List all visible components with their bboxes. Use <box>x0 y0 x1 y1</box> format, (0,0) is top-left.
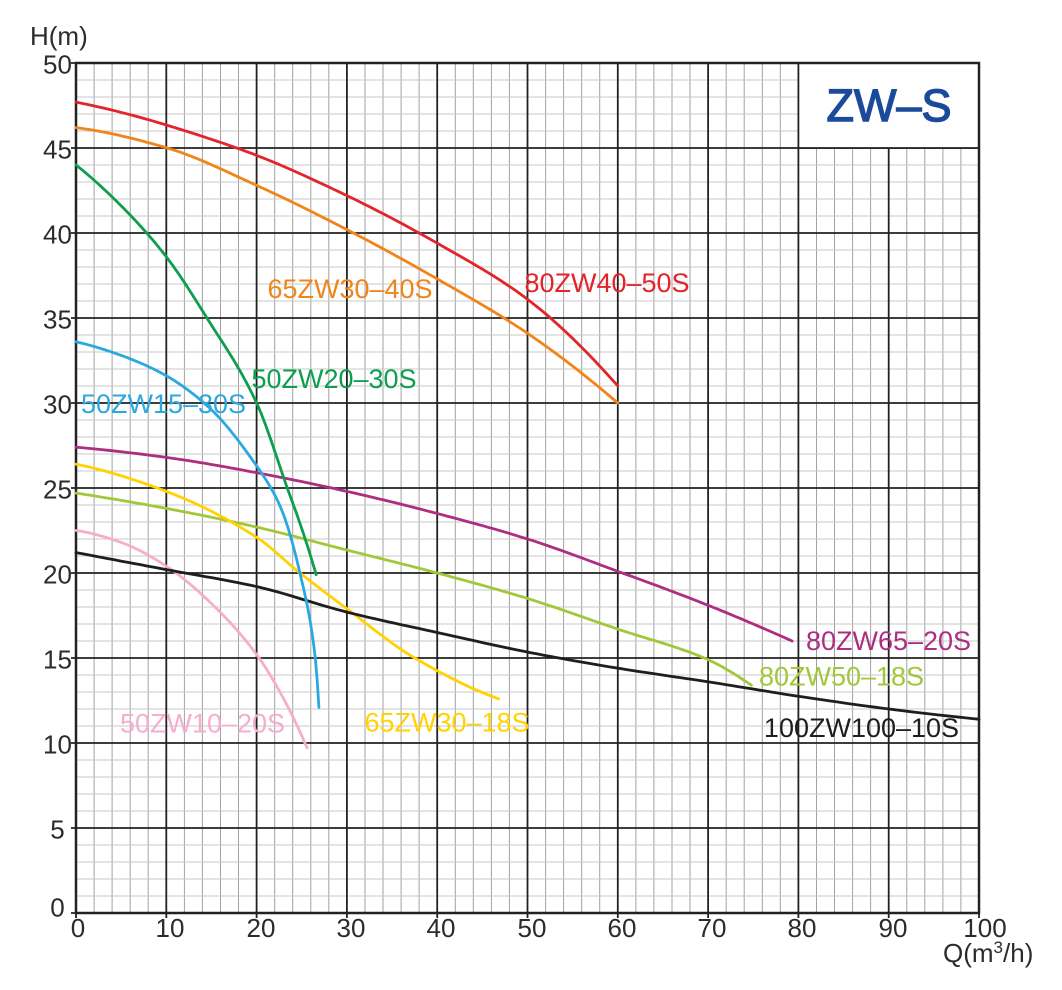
svg-text:10: 10 <box>156 913 185 943</box>
svg-text:40: 40 <box>427 913 456 943</box>
svg-text:80ZW65–20S: 80ZW65–20S <box>806 626 971 656</box>
svg-text:Q(m3/h): Q(m3/h) <box>943 938 1033 968</box>
svg-text:ZW–S: ZW–S <box>826 80 951 131</box>
svg-text:40: 40 <box>43 220 72 250</box>
svg-text:H(m): H(m) <box>30 21 88 51</box>
svg-text:50ZW15–30S: 50ZW15–30S <box>81 389 246 419</box>
svg-text:80ZW40–50S: 80ZW40–50S <box>524 268 689 298</box>
svg-text:20: 20 <box>247 913 276 943</box>
svg-text:60: 60 <box>608 913 637 943</box>
svg-text:15: 15 <box>43 645 72 675</box>
svg-text:100ZW100–10S: 100ZW100–10S <box>764 713 959 743</box>
svg-text:30: 30 <box>337 913 366 943</box>
svg-text:70: 70 <box>698 913 727 943</box>
svg-text:50: 50 <box>518 913 547 943</box>
svg-text:80ZW50–18S: 80ZW50–18S <box>759 662 924 692</box>
svg-text:45: 45 <box>43 135 72 165</box>
svg-text:50ZW10–20S: 50ZW10–20S <box>120 709 285 739</box>
svg-text:50ZW20–30S: 50ZW20–30S <box>251 364 416 394</box>
svg-text:80: 80 <box>788 913 817 943</box>
svg-text:50: 50 <box>43 50 72 80</box>
svg-text:30: 30 <box>43 390 72 420</box>
svg-text:65ZW30–18S: 65ZW30–18S <box>364 708 529 738</box>
svg-text:35: 35 <box>43 305 72 335</box>
svg-text:0: 0 <box>50 893 64 923</box>
svg-text:90: 90 <box>879 913 908 943</box>
svg-text:100: 100 <box>963 913 1006 943</box>
svg-text:5: 5 <box>50 815 64 845</box>
svg-text:65ZW30–40S: 65ZW30–40S <box>267 274 432 304</box>
svg-text:10: 10 <box>43 730 72 760</box>
svg-text:20: 20 <box>43 560 72 590</box>
svg-text:0: 0 <box>71 913 85 943</box>
svg-text:25: 25 <box>43 475 72 505</box>
